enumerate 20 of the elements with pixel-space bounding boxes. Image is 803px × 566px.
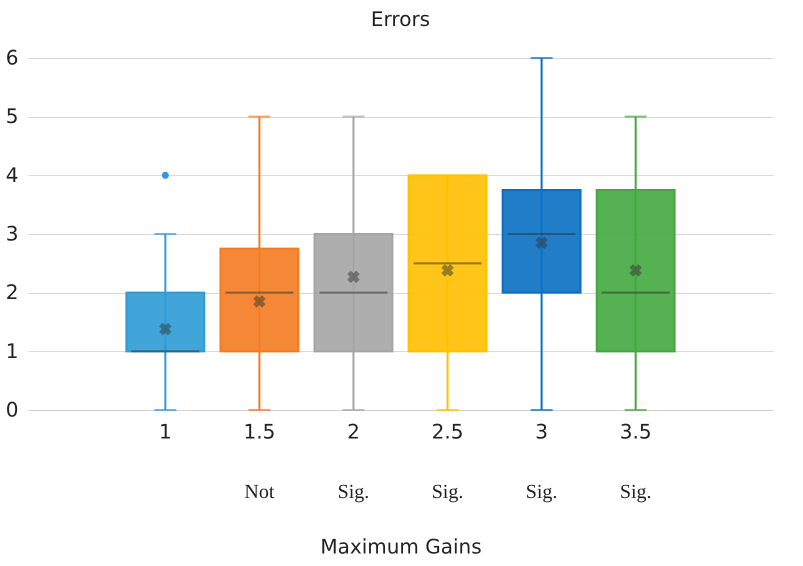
- y-tick-label: 3: [6, 222, 18, 246]
- x-tick-label: 3.5: [620, 420, 652, 444]
- x-tick-label: 1: [158, 420, 172, 444]
- y-tick-label: 4: [6, 162, 18, 187]
- x-tick-label: 1.5: [243, 420, 276, 444]
- x-tick-label: 2.5: [432, 420, 464, 444]
- text: Sig.: [620, 481, 652, 503]
- x-tick-label: 3: [535, 420, 548, 444]
- y-tick-label: 5: [6, 104, 18, 128]
- text: Sig.: [432, 481, 464, 503]
- y-tick-label: 2: [6, 280, 18, 304]
- y-tick-label: 6: [6, 46, 18, 70]
- text: Sig.: [338, 481, 370, 503]
- x-tick-label: 2: [347, 420, 360, 444]
- text: Sig.: [526, 481, 558, 503]
- x-axis-title: Maximum Gains: [320, 534, 482, 558]
- y-tick-label: 1: [6, 338, 18, 363]
- chart-title: Errors: [370, 7, 430, 31]
- text: Not: [244, 481, 275, 503]
- y-tick-label: 0: [6, 398, 18, 422]
